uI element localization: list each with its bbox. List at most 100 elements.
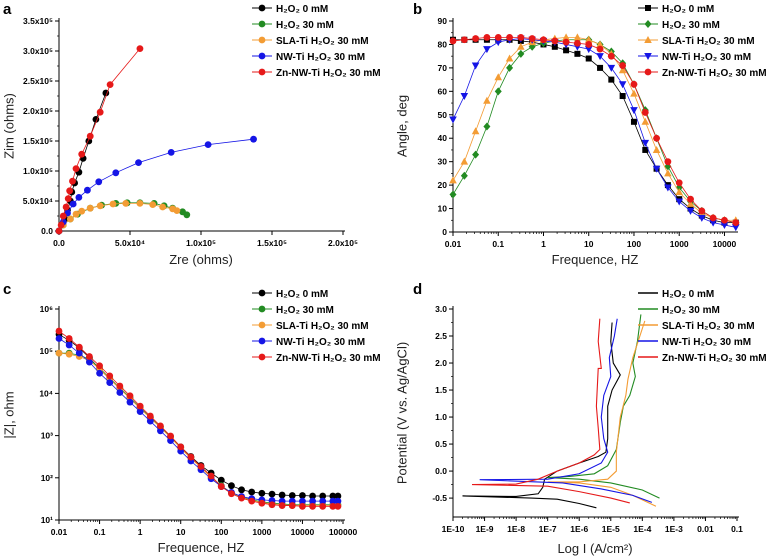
x-tick-label: 100000 [329,527,358,537]
data-point [319,503,327,510]
legend-label: H₂O₂ 30 mM [276,20,334,31]
data-point [72,165,80,173]
data-point [268,490,276,498]
legend-marker [644,20,652,28]
data-point [449,116,457,124]
data-point [65,335,73,342]
data-point [135,159,142,167]
legend-label: H₂O₂ 30 mM [276,305,334,316]
legend-entry: NW-Ti H₂O₂ 30 mM [252,337,365,348]
data-point [75,349,83,357]
data-point [122,200,130,207]
data-point [471,127,480,135]
chart-panel-d: d 1E-10 1E-9 1E-8 1E-7 1E-6 1E-5 1E-4 1E-3 0.01 0.… [395,281,767,556]
data-point [449,190,457,199]
legend-entry: H₂O₂ 0 mM [638,289,714,300]
x-tick-label: 1 [541,239,546,249]
legend-marker [258,337,266,345]
legend-label: Zn-NW-Ti H₂O₂ 30 mM [276,353,381,364]
series-5 [55,327,342,510]
y-tick-label: 1.5 [435,385,447,395]
data-point [66,187,74,195]
x-tick-label: 2.0x10⁵ [328,238,358,248]
x-tick-label: 1.5x10⁵ [257,238,287,248]
series-3 [547,320,657,507]
data-point [334,497,342,505]
x-tick-label: 10 [584,239,594,249]
x-tick-label: 1E-4 [633,524,651,534]
data-point [96,108,104,116]
data-point [157,422,164,430]
data-point [64,195,72,203]
data-point [506,63,514,72]
data-point [55,349,63,357]
data-point [642,146,649,153]
x-tick-label: 0.1 [731,524,743,534]
data-point [278,491,286,499]
y-tick-label: -0.5 [432,493,447,503]
legend-entry: H₂O₂ 30 mM [638,20,720,31]
y-tick-label: 1.0 [435,412,447,422]
data-point [334,503,342,510]
data-point [460,93,469,101]
legend-marker [644,36,652,43]
legend-entry: H₂O₂ 0 mM [252,4,328,15]
data-point [528,35,536,42]
y-tick-label: 10⁴ [39,388,53,398]
data-point [597,64,604,71]
x-tick-label: 1.0x10⁵ [186,238,216,248]
data-point [334,492,342,500]
legend-entry: H₂O₂ 0 mM [638,4,714,15]
data-point [136,45,144,52]
data-point [449,176,457,184]
legend-entry: NW-Ti H₂O₂ 30 mM [638,337,751,348]
data-point [65,341,73,349]
data-point [288,492,296,499]
legend-marker [258,36,266,44]
x-tick-label: 10000 [713,239,737,249]
data-point [309,492,316,500]
data-point [309,497,316,505]
x-tick-label: 5.0x10⁴ [115,238,145,248]
data-point [517,34,525,41]
legend-marker [258,321,266,329]
legend-entry: NW-Ti H₂O₂ 30 mM [638,52,751,63]
data-point [675,188,684,196]
data-point [517,42,525,50]
data-point [585,41,593,48]
data-point [687,195,694,203]
data-point [585,55,592,62]
series-line [452,37,736,221]
y-tick-label: 3.0 [435,304,447,314]
x-tick-label: 1E-9 [476,524,494,534]
panel-label: b [413,1,422,18]
data-point [618,81,627,89]
data-point [258,489,266,497]
data-point [268,501,276,509]
x-tick-label: 1000 [252,527,271,537]
data-point [551,43,558,50]
data-point [228,482,235,490]
data-point [299,497,306,505]
data-point [112,169,120,177]
data-point [573,33,582,41]
y-tick-label: 5.0x10⁴ [23,196,53,206]
series-line [547,314,660,499]
data-point [471,62,480,70]
data-point [78,150,86,158]
data-point [86,358,93,366]
y-tick-label: 2.5 [435,331,447,341]
y-tick-label: 30 [438,157,448,167]
series-line [471,318,630,504]
data-point [248,497,256,505]
legend-label: Zn-NW-Ti H₂O₂ 30 mM [276,68,381,79]
legend-label: SLA-Ti H₂O₂ 30 mM [662,36,755,47]
data-point [278,502,286,509]
data-point [167,437,174,445]
series-1 [450,36,739,226]
data-point [675,198,684,206]
series-5 [55,45,144,235]
data-point [731,224,740,232]
data-point [732,219,740,227]
data-point [177,443,185,451]
